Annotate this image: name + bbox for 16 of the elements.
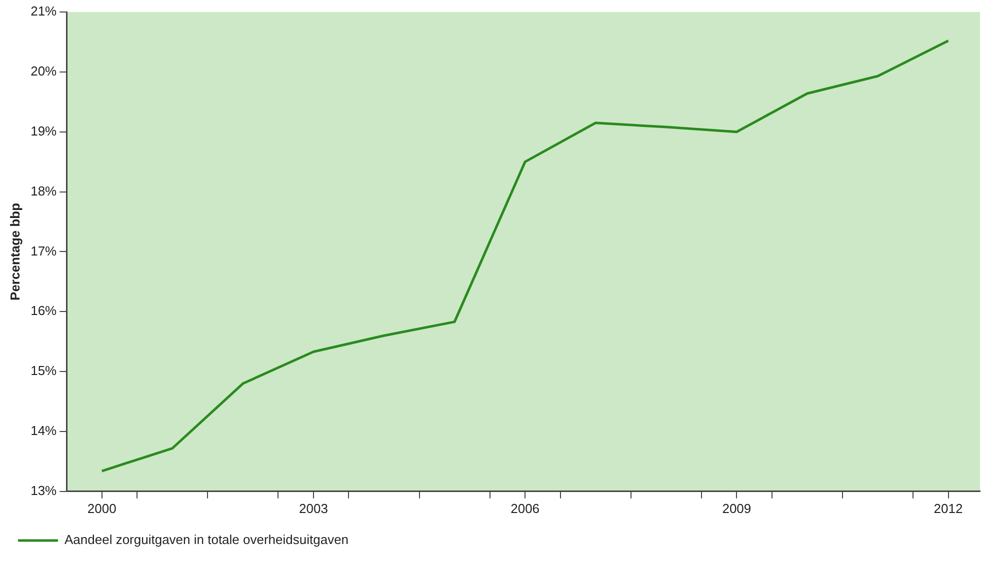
- x-tick-label: 2009: [722, 500, 752, 516]
- legend-label: Aandeel zorguitgaven in totale overheidsuitgaven: [64, 532, 349, 548]
- x-tick-label: 2012: [934, 500, 963, 516]
- x-tick-label: 2003: [299, 500, 328, 516]
- x-tick-label: 2000: [87, 500, 116, 516]
- x-tick-label: 2006: [510, 500, 540, 516]
- y-tick-label: 14%: [30, 423, 58, 438]
- y-tick-label: 18%: [30, 183, 58, 198]
- y-tick-label: 16%: [30, 303, 58, 318]
- y-tick-label: 15%: [30, 363, 58, 378]
- y-tick-label: 20%: [30, 64, 58, 79]
- y-tick-label: 13%: [30, 482, 58, 498]
- y-tick-label: 19%: [30, 123, 58, 138]
- y-tick-label: 21%: [30, 4, 58, 19]
- y-axis-title: Percentage bbp: [7, 202, 22, 300]
- y-tick-label: 17%: [30, 243, 58, 258]
